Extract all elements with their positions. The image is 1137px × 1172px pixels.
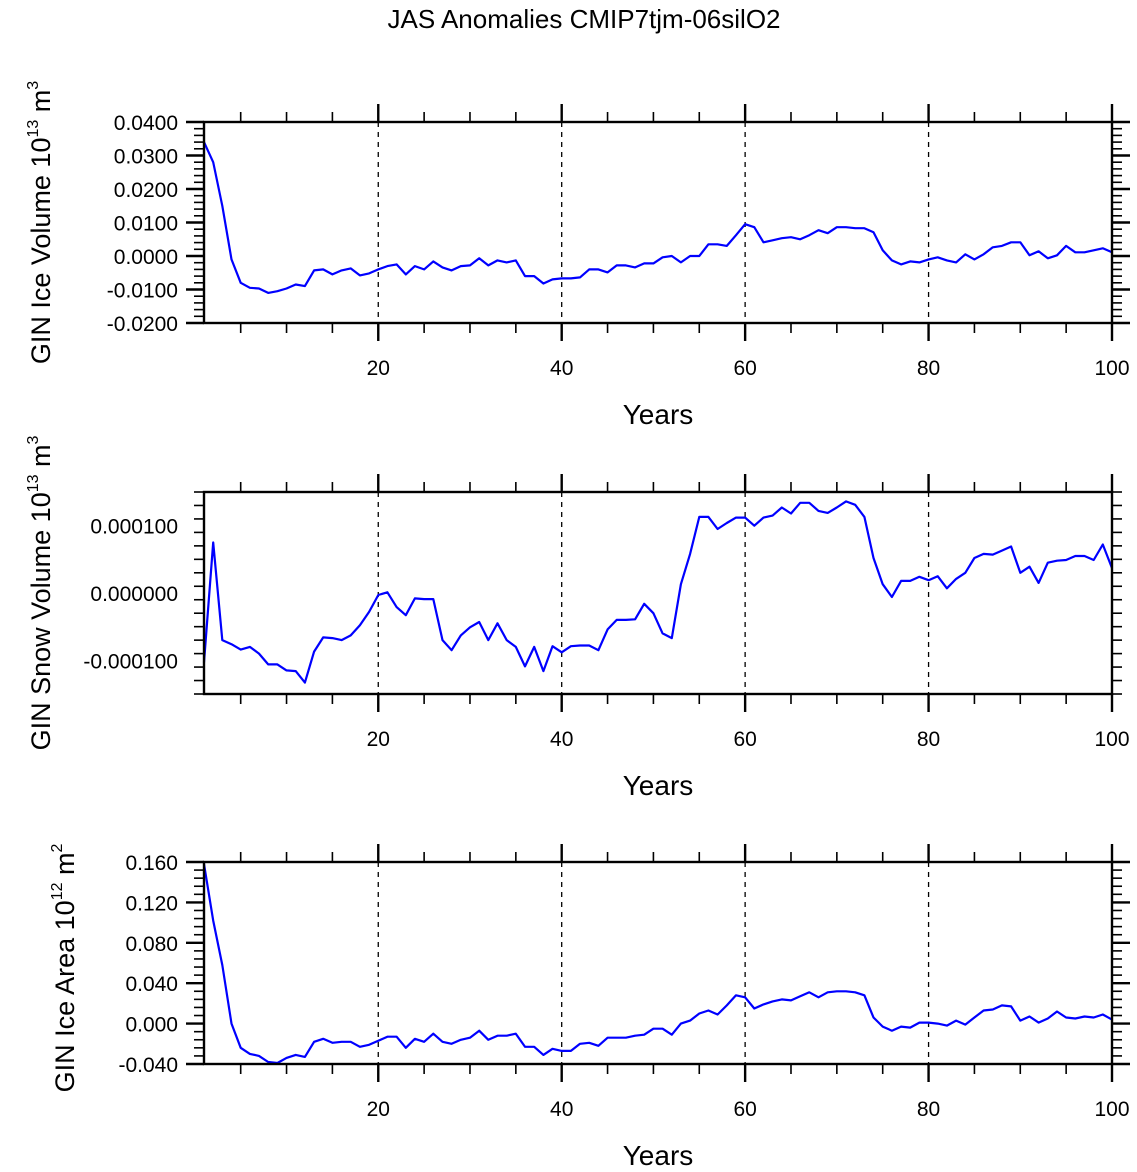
panel-1: 20 40 60 80 100 -0.0200 -0.0100 0.0000 0.0100 0.0… — [25, 81, 1130, 430]
y-tick-label: -0.040 — [118, 1054, 178, 1077]
panel-2: 20 40 60 80 100 -0.000100 0.000000 0.000100 Year… — [25, 435, 1130, 801]
x-tick-label: 100 — [1094, 728, 1129, 751]
y-tick-label: 0.0400 — [114, 112, 178, 135]
y-tick-label: 0.000000 — [90, 583, 178, 606]
y-tick-label: -0.0200 — [107, 313, 178, 336]
y-axis-title-exponent: 13 — [25, 120, 42, 138]
y-tick-label: 0.160 — [125, 852, 178, 875]
y-axis-title-unit: m — [26, 444, 56, 474]
x-tick-label: 80 — [917, 1098, 940, 1121]
x-tick-label: 20 — [367, 728, 390, 751]
x-tick-label: 60 — [733, 728, 756, 751]
panels: 20 40 60 80 100 -0.0200 -0.0100 0.0000 0.0100 0.0… — [25, 81, 1130, 1171]
x-tick-label: 20 — [367, 357, 390, 380]
x-tick-label: 80 — [917, 728, 940, 751]
y-axis-title-exponent: 13 — [25, 474, 42, 492]
x-tick-label: 60 — [733, 1098, 756, 1121]
y-tick-label: 0.0000 — [114, 246, 178, 269]
x-tick-label: 80 — [917, 357, 940, 380]
plot-frame — [202, 860, 1114, 1066]
y-axis-title-base: GIN Ice Volume 10 — [26, 138, 56, 365]
y-axis-title-base: GIN Snow Volume 10 — [26, 492, 56, 750]
x-tick-label: 40 — [550, 728, 573, 751]
y-tick-label: 0.040 — [125, 973, 178, 996]
y-axis-title-unit-exponent: 3 — [25, 81, 42, 90]
y-axis-title-exponent: 12 — [49, 882, 66, 900]
x-tick-label: 100 — [1094, 357, 1129, 380]
y-tick-label: 0.080 — [125, 933, 178, 956]
series-line — [202, 141, 1113, 294]
y-tick-label: -0.000100 — [83, 650, 178, 673]
x-tick-label: 20 — [367, 1098, 390, 1121]
x-axis-title: Years — [623, 399, 694, 430]
y-tick-label: 0.120 — [125, 892, 178, 915]
chart-title: JAS Anomalies CMIP7tjm-06silO2 — [387, 4, 780, 34]
y-tick-label: 0.0300 — [114, 146, 178, 169]
y-axis-title: GIN Ice Volume 1013 m3 — [25, 81, 56, 364]
x-tick-label: 100 — [1094, 1098, 1129, 1121]
y-axis-title-base: GIN Ice Area 10 — [50, 900, 80, 1092]
plot-frame — [202, 120, 1114, 325]
y-tick-label: -0.0100 — [107, 280, 178, 303]
y-tick-label: 0.000 — [125, 1014, 178, 1037]
y-axis-title-unit-exponent: 2 — [49, 844, 66, 853]
y-axis-title: GIN Snow Volume 1013 m3 — [25, 435, 56, 750]
panel-3: 20 40 60 80 100 -0.040 0.000 0.040 0.080 0.120 0.1… — [49, 844, 1130, 1171]
y-axis-title-unit-exponent: 3 — [25, 435, 42, 444]
y-tick-label: 0.000100 — [90, 516, 178, 539]
x-tick-label: 40 — [550, 357, 573, 380]
series-line — [202, 500, 1114, 684]
x-axis-title: Years — [623, 770, 694, 801]
y-tick-label: 0.0200 — [114, 179, 178, 202]
x-axis-title: Years — [623, 1140, 694, 1171]
plot-frame — [202, 490, 1114, 696]
y-tick-label: 0.0100 — [114, 213, 178, 236]
y-axis-title: GIN Ice Area 1012 m2 — [49, 844, 80, 1093]
y-axis-title-unit: m — [50, 853, 80, 883]
x-tick-label: 40 — [550, 1098, 573, 1121]
y-axis-title-unit: m — [26, 90, 56, 120]
x-tick-label: 60 — [733, 357, 756, 380]
series-line — [202, 863, 1113, 1065]
